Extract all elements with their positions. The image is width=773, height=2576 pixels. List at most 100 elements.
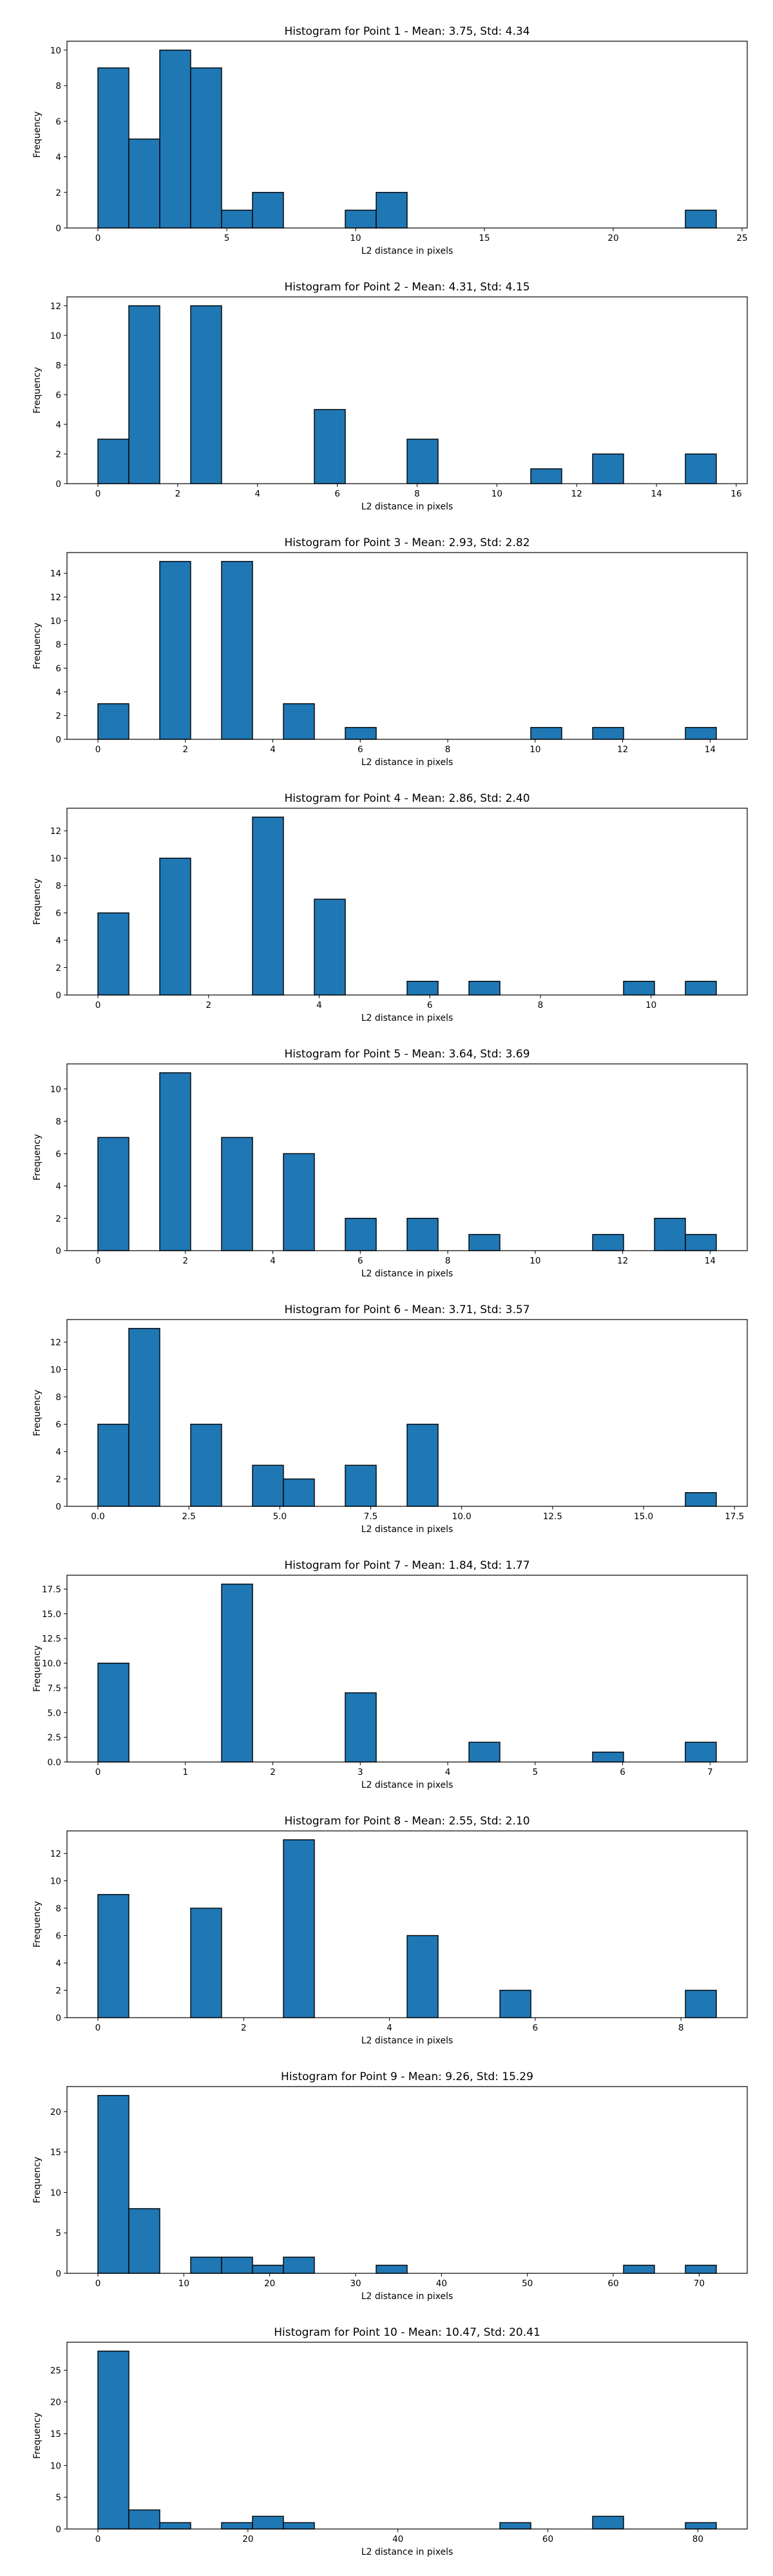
- x-tick-label: 17.5: [725, 1511, 744, 1522]
- x-tick-label: 10: [645, 1000, 656, 1010]
- x-tick-label: 4: [270, 744, 276, 755]
- x-tick-label: 8: [445, 744, 451, 755]
- y-tick-label: 10: [50, 854, 61, 864]
- y-tick-label: 0: [55, 990, 61, 1001]
- histogram-bar: [159, 50, 191, 229]
- y-tick-label: 8: [55, 1392, 61, 1403]
- histogram-bar: [159, 857, 191, 996]
- histogram-bar: [128, 2208, 160, 2274]
- histogram-bar: [592, 453, 624, 484]
- x-tick-label: 60: [607, 2278, 618, 2289]
- plot-frame: [66, 1063, 748, 1251]
- y-tick-label: 8: [55, 81, 61, 91]
- x-tick-label: 5: [224, 233, 230, 243]
- x-axis-label: L2 distance in pixels: [361, 2291, 453, 2302]
- x-tick-label: 12.5: [543, 1511, 562, 1522]
- histogram-bar: [221, 1584, 253, 1763]
- chart-9: Histogram for Point 9 - Mean: 9.26, Std:…: [32, 2070, 748, 2302]
- y-tick-label: 5: [55, 2493, 61, 2503]
- y-tick-label: 8: [55, 361, 61, 371]
- y-tick-label: 7.5: [48, 1683, 61, 1694]
- chart-6: Histogram for Point 6 - Mean: 3.71, Std:…: [32, 1303, 748, 1535]
- histogram-bar: [97, 703, 129, 740]
- x-tick-label: 40: [436, 2278, 447, 2289]
- x-tick-label: 10: [350, 233, 361, 243]
- y-tick-label: 12: [50, 1849, 61, 1859]
- x-tick-label: 0: [95, 233, 101, 243]
- x-tick-label: 10: [491, 489, 502, 499]
- y-tick-label: 0.0: [48, 1757, 61, 1768]
- x-axis-label: L2 distance in pixels: [361, 502, 453, 512]
- chart-title: Histogram for Point 4 - Mean: 2.86, Std:…: [284, 792, 530, 805]
- plot-frame: [66, 1830, 748, 2018]
- y-tick-label: 10: [50, 1365, 61, 1376]
- chart-title: Histogram for Point 9 - Mean: 9.26, Std:…: [281, 2070, 533, 2083]
- plot-frame: [66, 808, 748, 996]
- y-tick-label: 4: [55, 1447, 61, 1457]
- histogram-bar: [376, 2264, 408, 2274]
- x-tick-label: 3: [358, 1767, 363, 1777]
- y-tick-label: 15.0: [42, 1609, 61, 1620]
- y-axis-label: Frequency: [32, 878, 43, 925]
- histogram-bar: [345, 209, 377, 229]
- x-tick-label: 20: [242, 2534, 253, 2544]
- plot-frame: [66, 1575, 748, 1763]
- x-tick-label: 6: [427, 1000, 433, 1010]
- x-tick-label: 15: [479, 233, 490, 243]
- y-tick-label: 10: [50, 1877, 61, 1887]
- x-tick-label: 2.5: [182, 1511, 195, 1522]
- chart-7: Histogram for Point 7 - Mean: 1.84, Std:…: [32, 1559, 748, 1790]
- histogram-bar: [283, 1478, 315, 1507]
- chart-10: Histogram for Point 10 - Mean: 10.47, St…: [32, 2326, 748, 2557]
- histogram-bar: [499, 1989, 531, 2018]
- x-tick-label: 70: [694, 2278, 705, 2289]
- y-tick-label: 5: [55, 2228, 61, 2239]
- y-tick-label: 10: [50, 2461, 61, 2471]
- x-axis-label: L2 distance in pixels: [361, 1780, 453, 1790]
- histogram-bar: [685, 726, 717, 740]
- histogram-bar: [221, 561, 253, 740]
- histogram-bar: [97, 2095, 129, 2274]
- y-tick-label: 0: [55, 2524, 61, 2535]
- y-tick-label: 2: [55, 1986, 61, 1996]
- x-axis-label: L2 distance in pixels: [361, 246, 453, 256]
- x-tick-label: 6: [358, 744, 363, 755]
- y-tick-label: 12: [50, 826, 61, 837]
- x-tick-label: 6: [620, 1767, 625, 1777]
- y-axis-label: Frequency: [32, 1901, 43, 1947]
- histogram-bar: [314, 898, 346, 996]
- x-tick-label: 8: [678, 2023, 684, 2033]
- histogram-bar: [283, 1153, 315, 1251]
- histogram-bar: [685, 1492, 717, 1507]
- y-tick-label: 0: [55, 1246, 61, 1256]
- histogram-bar: [530, 468, 562, 484]
- histogram-bar: [283, 2257, 315, 2274]
- chart-4: Histogram for Point 4 - Mean: 2.86, Std:…: [32, 792, 748, 1023]
- y-tick-label: 4: [55, 420, 61, 430]
- y-tick-label: 15: [50, 2148, 61, 2158]
- y-tick-label: 12.5: [42, 1634, 61, 1644]
- histogram-bar: [97, 912, 129, 996]
- histogram-bar: [190, 2257, 222, 2274]
- chart-title: Histogram for Point 5 - Mean: 3.64, Std:…: [284, 1048, 530, 1061]
- y-tick-label: 4: [55, 936, 61, 946]
- histogram-bar: [190, 67, 222, 229]
- histogram-bar: [685, 981, 717, 996]
- histogram-bar: [685, 453, 717, 484]
- x-tick-label: 15.0: [634, 1511, 653, 1522]
- x-tick-label: 40: [392, 2534, 403, 2544]
- histogram-bar: [345, 1692, 377, 1763]
- x-tick-label: 0: [95, 1767, 101, 1777]
- histogram-bar: [314, 409, 346, 484]
- x-tick-label: 0: [95, 1000, 101, 1010]
- histogram-bar: [221, 2522, 253, 2530]
- histogram-bar: [345, 726, 377, 740]
- x-tick-label: 30: [350, 2278, 361, 2289]
- histogram-bar: [592, 726, 624, 740]
- y-axis-label: Frequency: [32, 2157, 43, 2203]
- y-tick-label: 14: [50, 569, 61, 579]
- y-tick-label: 2: [55, 1475, 61, 1485]
- plot-frame: [66, 296, 748, 484]
- x-tick-label: 1: [183, 1767, 189, 1777]
